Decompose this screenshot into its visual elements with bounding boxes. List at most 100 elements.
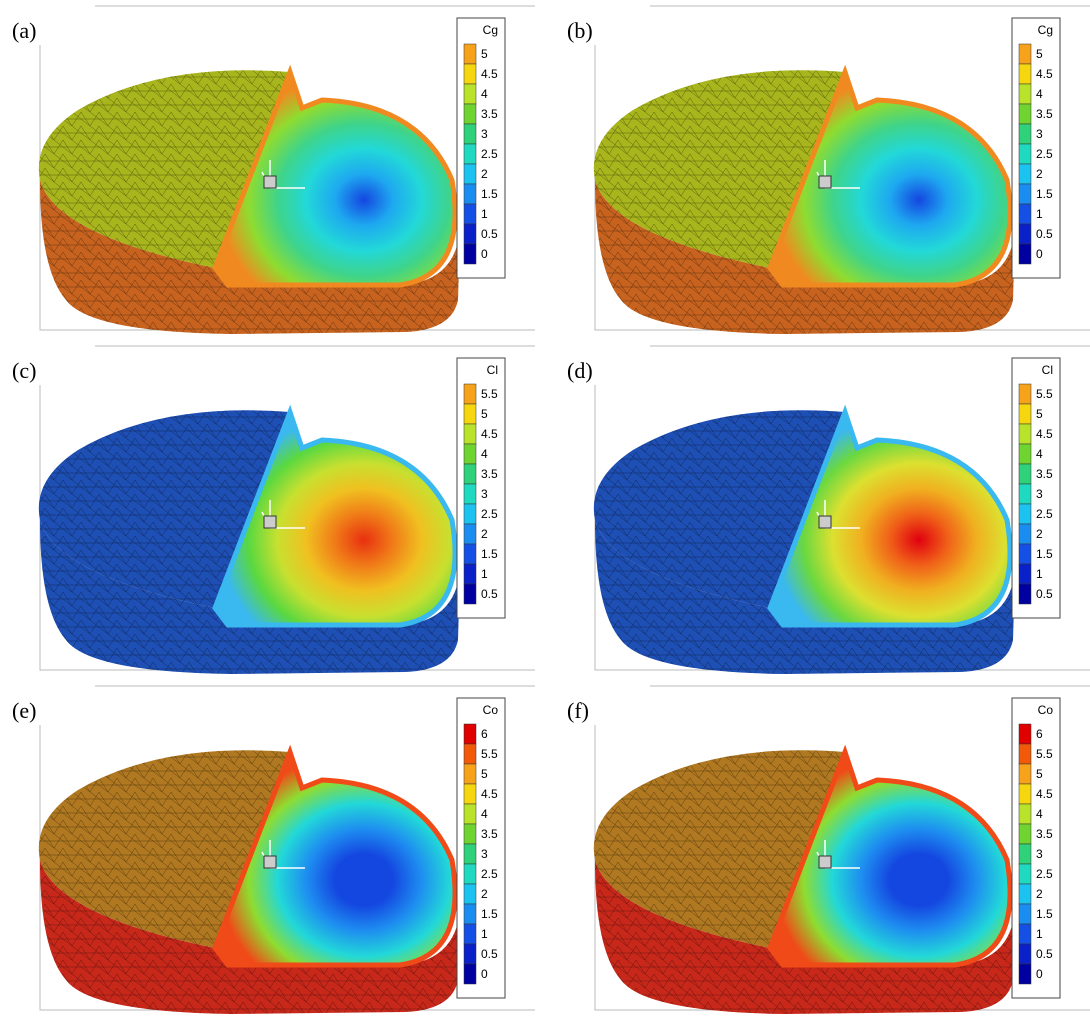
legend-level: 2.5 <box>1036 867 1053 881</box>
legend-level: 1 <box>1036 927 1043 941</box>
legend-swatch <box>464 224 476 244</box>
legend-level: 4 <box>1036 87 1043 101</box>
panel-label: (c) <box>12 358 36 383</box>
legend-swatch <box>1019 64 1031 84</box>
legend-swatch <box>464 164 476 184</box>
legend-level: 4 <box>1036 447 1043 461</box>
legend-swatch <box>1019 184 1031 204</box>
legend-level: 3 <box>1036 487 1043 501</box>
legend-level: 3 <box>481 487 488 501</box>
legend-swatch <box>1019 524 1031 544</box>
panel-label: (e) <box>12 698 36 723</box>
legend-level: 0.5 <box>1036 947 1053 961</box>
legend-level: 2.5 <box>1036 507 1053 521</box>
legend-level: 5.5 <box>1036 387 1053 401</box>
legend-swatch <box>1019 584 1031 604</box>
legend-swatch <box>464 804 476 824</box>
legend-level: 1.5 <box>1036 187 1053 201</box>
legend-swatch <box>1019 964 1031 984</box>
triad-cube <box>819 516 831 528</box>
legend-level: 1 <box>1036 567 1043 581</box>
legend-swatch <box>464 184 476 204</box>
legend-level: 1.5 <box>1036 547 1053 561</box>
legend-level: 2.5 <box>481 867 498 881</box>
legend-swatch <box>464 824 476 844</box>
legend-swatch <box>1019 104 1031 124</box>
legend-swatch <box>464 504 476 524</box>
legend-level: 1 <box>481 927 488 941</box>
triad-cube <box>819 856 831 868</box>
legend-level: 4.5 <box>1036 787 1053 801</box>
legend-level: 4.5 <box>481 67 498 81</box>
legend-swatch <box>464 864 476 884</box>
legend-swatch <box>1019 444 1031 464</box>
legend-level: 0.5 <box>1036 227 1053 241</box>
panel-label: (b) <box>567 18 593 43</box>
legend-level: 2.5 <box>481 147 498 161</box>
legend-swatch <box>1019 544 1031 564</box>
legend-swatch <box>464 124 476 144</box>
legend-level: 4 <box>481 87 488 101</box>
legend-level: 3.5 <box>481 467 498 481</box>
panel-label: (f) <box>567 698 589 723</box>
legend-swatch <box>1019 144 1031 164</box>
legend-level: 1.5 <box>481 547 498 561</box>
legend-swatch <box>1019 944 1031 964</box>
legend-swatch <box>464 924 476 944</box>
legend-level: 5 <box>481 767 488 781</box>
panel: (d)Cl5.554.543.532.521.510.5 <box>567 346 1090 674</box>
legend-swatch <box>464 524 476 544</box>
legend-level: 3 <box>1036 847 1043 861</box>
legend-swatch <box>1019 804 1031 824</box>
legend-level: 0 <box>1036 247 1043 261</box>
legend-level: 0.5 <box>481 227 498 241</box>
legend-swatch <box>1019 84 1031 104</box>
legend-swatch <box>464 144 476 164</box>
legend-level: 4 <box>481 447 488 461</box>
legend-level: 3 <box>481 127 488 141</box>
legend-swatch <box>464 744 476 764</box>
panel: (f)Co65.554.543.532.521.510.50 <box>567 686 1090 1014</box>
legend-swatch <box>1019 484 1031 504</box>
legend-swatch <box>1019 384 1031 404</box>
legend-level: 0 <box>1036 967 1043 981</box>
legend-swatch <box>464 84 476 104</box>
legend-swatch <box>464 764 476 784</box>
legend-swatch <box>464 964 476 984</box>
legend-level: 4.5 <box>1036 427 1053 441</box>
legend-level: 2 <box>1036 527 1043 541</box>
legend-level: 6 <box>481 727 488 741</box>
legend-level: 3 <box>481 847 488 861</box>
legend-swatch <box>464 844 476 864</box>
panel-label: (d) <box>567 358 593 383</box>
legend-swatch <box>1019 224 1031 244</box>
legend-level: 2.5 <box>481 507 498 521</box>
legend-level: 4 <box>1036 807 1043 821</box>
legend: Cl5.554.543.532.521.510.5 <box>1012 358 1060 618</box>
triad-cube <box>264 176 276 188</box>
legend-level: 3 <box>1036 127 1043 141</box>
legend-swatch <box>1019 744 1031 764</box>
legend-swatch <box>1019 864 1031 884</box>
panel: (a)Cg54.543.532.521.510.50 <box>12 6 535 334</box>
legend-swatch <box>464 424 476 444</box>
legend-swatch <box>1019 424 1031 444</box>
legend-swatch <box>1019 824 1031 844</box>
triad-cube <box>264 856 276 868</box>
legend-level: 5 <box>1036 47 1043 61</box>
legend-level: 4.5 <box>1036 67 1053 81</box>
legend-swatch <box>1019 164 1031 184</box>
legend-level: 1 <box>481 207 488 221</box>
legend-swatch <box>1019 404 1031 424</box>
legend-swatch <box>464 484 476 504</box>
legend-level: 0.5 <box>481 947 498 961</box>
legend-swatch <box>464 44 476 64</box>
legend-title: Cg <box>483 23 498 37</box>
legend-level: 2 <box>1036 167 1043 181</box>
panel: (c)Cl5.554.543.532.521.510.5 <box>12 346 535 674</box>
legend-level: 5 <box>1036 407 1043 421</box>
triad-cube <box>264 516 276 528</box>
legend-level: 3.5 <box>1036 107 1053 121</box>
